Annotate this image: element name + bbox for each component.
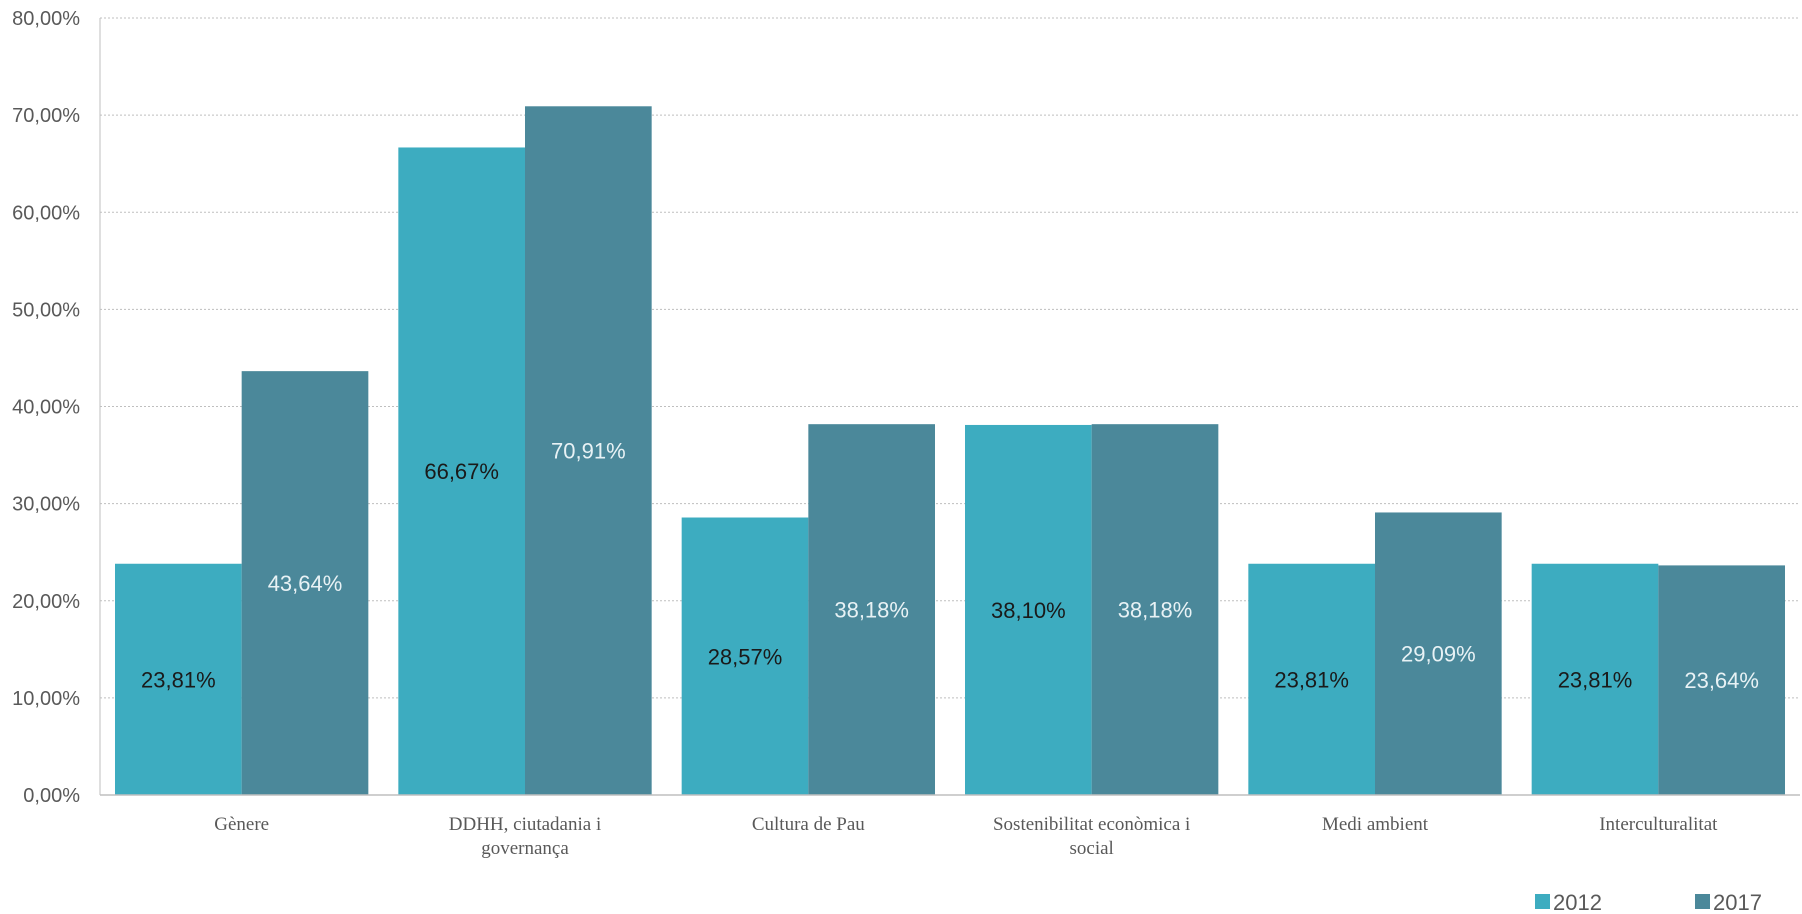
legend-label: 2012 xyxy=(1553,890,1602,914)
data-label: 70,91% xyxy=(551,439,626,464)
data-label: 38,18% xyxy=(1118,598,1193,623)
bar xyxy=(1091,424,1219,795)
bar xyxy=(965,424,1092,795)
x-axis-category-labels: Gènere DDHH, ciutadania i governança Cultur… xyxy=(214,814,1718,859)
bar xyxy=(398,147,525,795)
bar xyxy=(1248,563,1375,795)
bar xyxy=(1531,563,1659,795)
y-axis-tick-labels: 0,00% 10,00% 20,00% 30,00% 40,00% 50,00% 60,00… xyxy=(12,8,80,807)
y-tick-label: 40,00% xyxy=(12,397,80,419)
y-tick-label: 80,00% xyxy=(12,8,80,30)
legend-label: 2017 xyxy=(1713,890,1762,914)
bar xyxy=(1658,565,1785,795)
x-category-label: social xyxy=(1070,838,1114,859)
bar xyxy=(1375,512,1502,795)
y-tick-label: 20,00% xyxy=(12,591,80,613)
gridlines xyxy=(100,17,1800,699)
data-label: 23,81% xyxy=(141,667,216,692)
bar xyxy=(808,424,935,795)
data-labels: 23,81% 43,64% 66,67% 70,91% 28,57% 38,18% 38,1… xyxy=(141,439,1759,694)
y-tick-label: 70,00% xyxy=(12,105,80,127)
bar xyxy=(525,106,652,796)
x-category-label: Cultura de Pau xyxy=(752,814,865,835)
data-label: 43,64% xyxy=(268,571,343,596)
y-tick-label: 10,00% xyxy=(12,688,80,710)
bar xyxy=(681,517,809,795)
x-category-label: governança xyxy=(481,838,569,859)
x-category-label: Gènere xyxy=(214,814,269,835)
y-tick-label: 60,00% xyxy=(12,202,80,224)
data-label: 38,10% xyxy=(991,598,1066,623)
data-label: 28,57% xyxy=(708,644,783,669)
y-tick-label: 50,00% xyxy=(12,299,80,321)
bar xyxy=(115,563,242,795)
bar xyxy=(241,371,369,795)
legend-swatch xyxy=(1535,894,1550,909)
x-category-label: Medi ambient xyxy=(1322,814,1429,835)
data-label: 29,09% xyxy=(1401,642,1476,667)
data-label: 66,67% xyxy=(424,459,499,484)
x-category-label: DDHH, ciutadania i xyxy=(449,814,601,835)
x-category-label: Interculturalitat xyxy=(1599,814,1718,835)
data-label: 23,81% xyxy=(1274,667,1349,692)
data-label: 23,64% xyxy=(1684,668,1759,693)
data-label: 23,81% xyxy=(1558,667,1633,692)
y-tick-label: 30,00% xyxy=(12,494,80,516)
x-category-label: Sostenibilitat econòmica i xyxy=(993,814,1190,835)
legend-swatch xyxy=(1695,894,1710,909)
axes xyxy=(99,18,1800,796)
bars xyxy=(115,106,1785,796)
legend: 2012 2017 xyxy=(1535,890,1762,914)
data-label: 38,18% xyxy=(834,598,909,623)
y-tick-label: 0,00% xyxy=(23,785,80,807)
